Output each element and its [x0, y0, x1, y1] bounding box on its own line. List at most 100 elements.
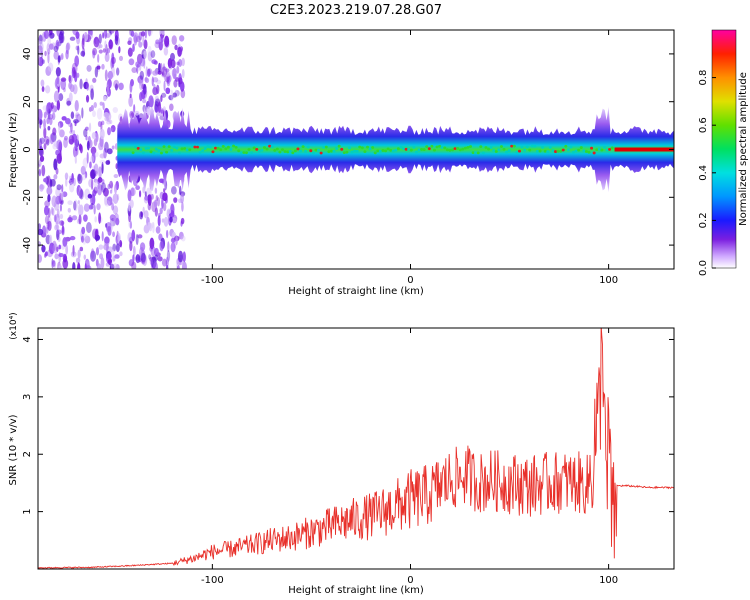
noise-blob — [106, 120, 111, 125]
spectrogram-y-tick-label: 0 — [22, 146, 33, 152]
noise-blob — [74, 55, 80, 67]
snr-panel: 1 2 3 4 -100 0 100 Height of straight line (k… — [8, 312, 675, 596]
core-mark — [162, 145, 166, 149]
noise-blob — [39, 184, 45, 190]
core-mark — [291, 151, 295, 155]
spectrogram-strong-tone — [614, 147, 674, 152]
noise-blob — [111, 66, 115, 78]
spectrogram-x-tick-label: -100 — [201, 275, 224, 286]
noise-blob — [69, 175, 72, 183]
core-mark — [448, 148, 452, 152]
noise-blob — [56, 184, 62, 191]
noise-blob — [74, 155, 77, 164]
core-mark — [304, 149, 308, 153]
core-mark — [311, 151, 315, 155]
noise-blob — [107, 159, 111, 165]
core-mark — [175, 146, 179, 150]
core-mark — [584, 150, 588, 153]
spectrogram-core-line — [131, 144, 614, 155]
core-mark — [582, 149, 586, 153]
noise-blob — [115, 163, 118, 170]
noise-blob — [43, 205, 50, 216]
noise-blob — [56, 229, 62, 235]
noise-blob — [153, 83, 156, 92]
noise-blob — [166, 250, 171, 262]
noise-blob — [169, 216, 173, 223]
noise-blob — [40, 137, 45, 144]
core-mark — [265, 147, 269, 151]
core-mark — [226, 145, 230, 149]
noise-blob — [46, 42, 50, 55]
noise-blob — [58, 31, 64, 44]
noise-blob — [46, 186, 53, 196]
spectrogram-x-label: Height of straight line (km) — [288, 286, 424, 297]
noise-blob — [79, 204, 84, 216]
noise-blob — [43, 111, 47, 119]
noise-blob — [80, 235, 85, 243]
core-mark — [520, 145, 524, 149]
noise-blob — [61, 184, 64, 193]
core-mark — [203, 147, 207, 150]
noise-blob — [153, 60, 158, 65]
noise-blob — [181, 201, 184, 212]
noise-blob — [68, 75, 71, 83]
noise-blob — [56, 208, 60, 219]
core-mark — [180, 147, 184, 151]
colorbar: 0.0 0.2 0.4 0.6 0.8 Normalized spectral ampl… — [698, 29, 749, 276]
noise-blob — [159, 207, 163, 215]
core-mark — [221, 144, 225, 148]
noise-blob — [66, 42, 71, 51]
core-mark — [139, 148, 143, 151]
core-mark — [309, 149, 313, 153]
noise-blob — [88, 178, 94, 188]
noise-blob — [138, 41, 143, 48]
noise-blob — [87, 193, 93, 199]
noise-blob — [73, 119, 79, 124]
noise-blob — [83, 203, 90, 212]
noise-blob — [170, 242, 176, 253]
noise-blob — [149, 258, 153, 265]
noise-blob — [176, 65, 180, 74]
colorbar-ticks: 0.0 0.2 0.4 0.6 0.8 — [698, 70, 716, 276]
noise-blob — [97, 183, 103, 196]
core-mark — [466, 145, 470, 149]
core-mark — [556, 149, 560, 153]
noise-blob — [103, 95, 107, 102]
noise-blob — [93, 178, 98, 183]
core-mark — [358, 145, 362, 149]
noise-blob — [86, 151, 89, 164]
spectrogram-y-ticks: -40 -20 0 20 40 — [22, 48, 674, 253]
noise-blob — [48, 32, 55, 39]
core-mark — [494, 150, 498, 153]
noise-blob — [150, 193, 154, 200]
noise-blob — [60, 189, 64, 201]
noise-blob — [139, 211, 144, 220]
noise-blob — [107, 127, 111, 136]
noise-blob — [114, 35, 119, 46]
noise-blob — [177, 250, 184, 263]
noise-blob — [53, 174, 58, 180]
noise-blob — [73, 69, 76, 78]
noise-blob — [111, 145, 115, 150]
noise-blob — [90, 155, 95, 164]
noise-blob — [173, 79, 178, 88]
noise-blob — [55, 220, 59, 230]
noise-blob — [44, 251, 48, 257]
noise-blob — [81, 107, 84, 119]
core-mark — [255, 147, 259, 151]
noise-blob — [152, 222, 155, 234]
noise-blob — [61, 224, 65, 235]
core-mark — [592, 151, 596, 155]
noise-blob — [161, 66, 168, 77]
core-mark — [149, 150, 153, 154]
noise-blob — [95, 132, 99, 143]
noise-blob — [163, 70, 167, 81]
noise-blob — [38, 228, 44, 236]
noise-blob — [39, 184, 44, 192]
noise-blob — [39, 145, 44, 156]
noise-blob — [67, 207, 71, 213]
core-mark — [497, 148, 501, 152]
noise-blob — [38, 108, 43, 121]
noise-blob — [118, 46, 121, 54]
